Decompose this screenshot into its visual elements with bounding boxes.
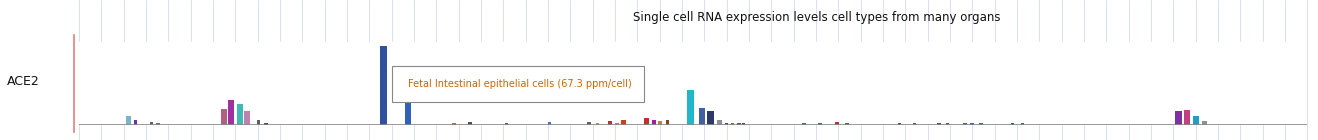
Bar <box>596 122 600 125</box>
Bar <box>658 121 662 125</box>
Bar <box>845 123 849 125</box>
Text: Single cell RNA expression levels cell types from many organs: Single cell RNA expression levels cell t… <box>634 11 1000 24</box>
Bar <box>898 123 902 125</box>
Bar <box>651 120 656 125</box>
Bar <box>687 90 695 125</box>
Bar <box>645 118 648 125</box>
Bar <box>725 122 729 125</box>
Bar <box>818 123 821 125</box>
Bar <box>737 123 741 125</box>
Bar <box>979 123 982 125</box>
Bar <box>937 123 941 125</box>
Bar <box>228 100 235 125</box>
Bar <box>264 122 268 125</box>
Bar <box>1020 123 1024 125</box>
Bar <box>836 122 838 125</box>
Bar <box>1193 116 1199 125</box>
Bar <box>257 120 260 125</box>
Bar <box>963 123 966 125</box>
Bar <box>452 123 456 125</box>
Bar <box>156 123 159 125</box>
Bar <box>125 116 130 125</box>
Bar <box>801 123 805 125</box>
Bar <box>505 123 509 125</box>
Bar <box>587 122 590 125</box>
Bar <box>405 83 411 125</box>
Bar <box>1176 111 1181 125</box>
FancyBboxPatch shape <box>393 66 645 102</box>
Text: Fetal Intestinal epithelial cells (67.3 ppm/cell): Fetal Intestinal epithelial cells (67.3 … <box>409 79 633 89</box>
Bar <box>699 108 705 125</box>
Text: ACE2: ACE2 <box>7 75 40 88</box>
Bar <box>1202 121 1207 125</box>
Bar <box>548 122 551 125</box>
Bar <box>621 120 626 125</box>
Bar <box>1184 110 1190 125</box>
Bar <box>221 109 227 125</box>
Bar <box>237 104 243 125</box>
Bar <box>616 122 619 125</box>
Bar <box>742 123 746 125</box>
Bar <box>150 122 153 125</box>
Bar <box>380 46 387 125</box>
Bar <box>946 123 949 125</box>
Bar <box>912 123 916 125</box>
Bar <box>244 111 250 125</box>
Bar <box>717 120 721 125</box>
Bar <box>133 120 137 125</box>
Bar <box>970 123 974 125</box>
Bar <box>1011 123 1015 125</box>
Bar <box>708 111 713 125</box>
Bar <box>666 120 670 125</box>
Bar <box>608 121 612 125</box>
Bar <box>468 122 472 125</box>
Bar <box>730 123 734 125</box>
